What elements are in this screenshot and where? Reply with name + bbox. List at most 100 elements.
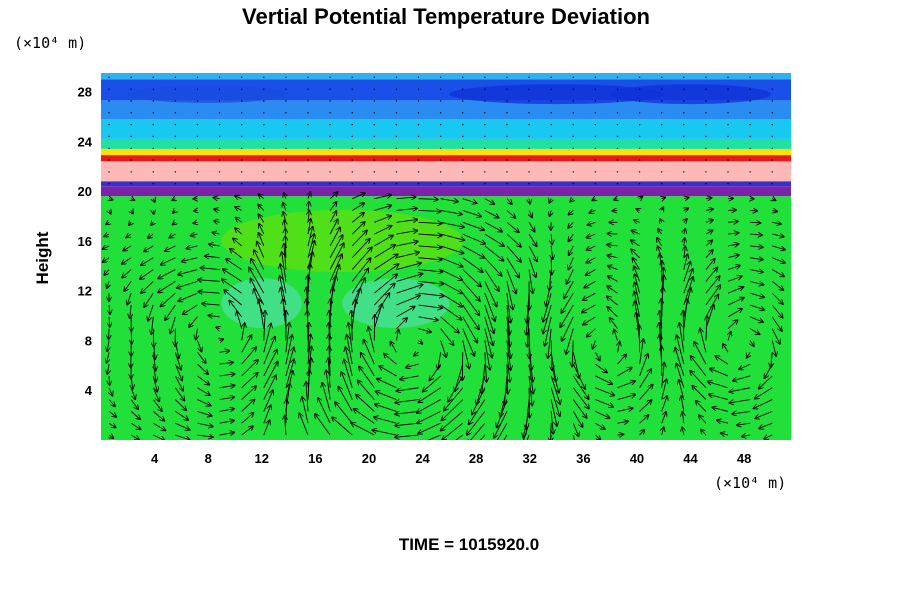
- wind-arrow: [351, 203, 364, 211]
- wind-arrow: [356, 394, 375, 412]
- wind-arrow: [329, 159, 331, 161]
- wind-arrow: [482, 364, 486, 394]
- wind-arrow: [417, 123, 420, 126]
- wind-arrow: [141, 257, 154, 266]
- wind-arrow: [241, 323, 245, 341]
- wind-arrow: [484, 112, 486, 114]
- wind-arrow: [395, 88, 398, 90]
- wind-arrow: [594, 159, 597, 161]
- wind-arrow: [121, 257, 132, 264]
- wind-arrow: [173, 210, 176, 213]
- wind-arrow: [396, 284, 422, 294]
- wind-arrow: [727, 100, 729, 102]
- wind-arrow: [338, 386, 353, 412]
- wind-arrow: [506, 135, 508, 138]
- wind-arrow: [660, 311, 662, 341]
- wind-arrow: [108, 88, 110, 90]
- wind-arrow: [440, 257, 463, 267]
- wind-arrow: [462, 112, 464, 114]
- wind-arrow: [165, 245, 176, 251]
- wind-arrow: [550, 123, 552, 126]
- wind-arrow: [417, 100, 420, 102]
- wind-arrow: [694, 342, 707, 365]
- wind-arrow: [263, 336, 275, 365]
- wind-arrow: [595, 375, 612, 384]
- wind-arrow: [357, 380, 375, 400]
- wind-arrow: [638, 171, 641, 173]
- wind-arrow: [545, 316, 552, 346]
- wind-arrow: [529, 210, 532, 217]
- wind-arrow: [418, 304, 443, 308]
- wind-arrow: [285, 123, 287, 126]
- wind-arrow: [609, 317, 618, 329]
- wind-arrow: [661, 76, 663, 79]
- wind-arrow: [241, 413, 254, 424]
- wind-arrow: [727, 320, 738, 329]
- wind-arrow: [462, 171, 464, 173]
- wind-arrow: [395, 135, 398, 138]
- wind-arrow: [484, 171, 486, 173]
- wind-arrow: [440, 292, 463, 307]
- wind-arrow: [679, 323, 685, 353]
- wind-arrow: [233, 238, 242, 247]
- wind-arrow: [639, 400, 652, 412]
- wind-arrow: [586, 245, 596, 250]
- wind-arrow: [506, 88, 508, 90]
- wind-arrow: [584, 280, 596, 287]
- wind-arrow: [528, 222, 535, 232]
- wind-arrow: [617, 395, 635, 401]
- wind-arrow: [263, 349, 278, 377]
- wind-arrow: [108, 112, 110, 114]
- wind-arrow: [329, 100, 331, 102]
- wind-arrow: [439, 183, 442, 185]
- wind-arrow: [705, 285, 721, 306]
- wind-arrow: [484, 281, 497, 306]
- wind-arrow: [196, 112, 199, 114]
- wind-arrow: [240, 88, 243, 90]
- wind-arrow: [594, 88, 597, 90]
- wind-arrow: [729, 399, 751, 403]
- wind-arrow: [259, 223, 265, 235]
- wind-arrow: [771, 316, 782, 331]
- wind-arrow: [506, 233, 521, 247]
- wind-arrow: [329, 171, 331, 173]
- wind-arrow: [152, 399, 162, 412]
- wind-arrow: [594, 76, 597, 79]
- wind-arrow: [197, 352, 205, 363]
- wind-arrow: [193, 222, 198, 223]
- wind-arrow: [307, 112, 309, 114]
- wind-arrow: [750, 340, 754, 346]
- wind-arrow: [130, 171, 132, 173]
- wind-arrow: [561, 316, 574, 341]
- temperature-blob: [221, 209, 463, 273]
- wind-arrow: [196, 76, 199, 79]
- wind-arrow: [440, 269, 463, 281]
- wind-arrow: [240, 100, 243, 102]
- wind-arrow: [181, 257, 198, 262]
- wind-arrow: [506, 159, 508, 161]
- wind-arrow: [749, 328, 760, 335]
- wind-arrow: [182, 304, 198, 314]
- wind-arrow: [728, 331, 731, 341]
- wind-arrow: [749, 304, 765, 310]
- wind-arrow: [771, 352, 773, 367]
- wind-arrow: [683, 254, 688, 270]
- wind-arrow: [636, 209, 640, 211]
- wind-arrow: [661, 123, 663, 126]
- wind-arrow: [307, 358, 311, 388]
- wind-arrow: [566, 328, 574, 355]
- temperature-blob: [342, 278, 450, 329]
- wind-arrow: [351, 222, 365, 235]
- wind-arrow: [175, 399, 186, 411]
- wind-arrow: [285, 100, 287, 102]
- wind-arrow: [638, 76, 641, 79]
- wind-arrow: [727, 88, 729, 90]
- wind-arrow: [174, 147, 177, 149]
- wind-arrow: [732, 411, 751, 414]
- wind-arrow: [566, 269, 574, 285]
- wind-arrow: [126, 234, 132, 238]
- wind-arrow: [160, 292, 176, 306]
- wind-arrow: [442, 422, 464, 440]
- wind-arrow: [606, 296, 618, 306]
